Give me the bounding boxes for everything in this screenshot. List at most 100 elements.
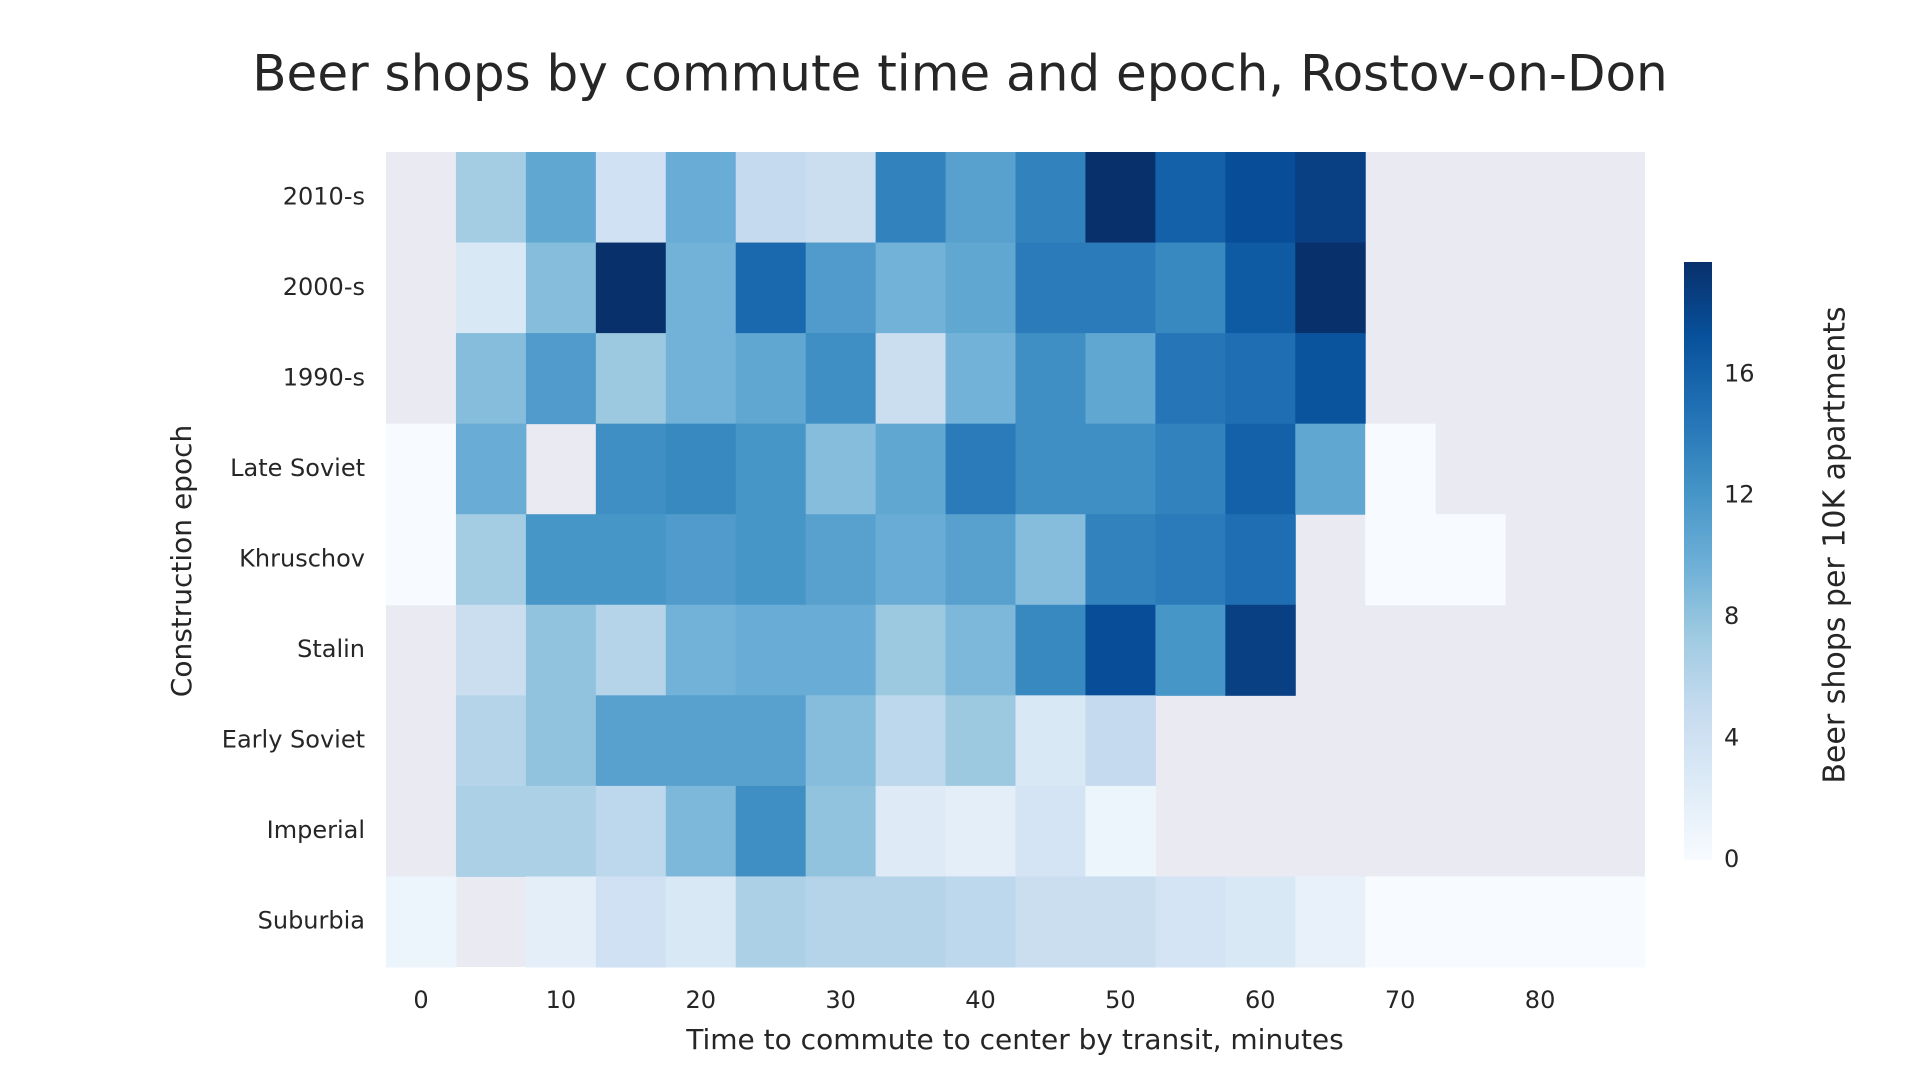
heatmap-cell	[1225, 242, 1296, 334]
heatmap-cell	[1365, 423, 1436, 515]
x-tick-label: 70	[1385, 986, 1416, 1014]
x-tick-label: 0	[413, 986, 428, 1014]
heatmap-cell	[595, 242, 667, 334]
heatmap-cell	[665, 695, 737, 787]
heatmap-cell	[735, 423, 807, 515]
heatmap-cell	[875, 695, 947, 787]
heatmap-cell	[805, 785, 877, 877]
heatmap-cell	[1015, 876, 1086, 968]
heatmap-cell	[1085, 152, 1156, 244]
colorbar-label: Beer shops per 10K apartments	[1818, 306, 1853, 783]
heatmap-cell	[1085, 785, 1156, 877]
heatmap-cell	[455, 152, 527, 244]
heatmap-cell	[386, 514, 457, 606]
heatmap-cell	[455, 785, 527, 877]
y-tick-label: 1990-s	[283, 363, 365, 391]
heatmap-cell	[665, 333, 737, 425]
heatmap-cell	[1225, 604, 1296, 696]
heatmap-cell	[665, 876, 737, 968]
heatmap-cell	[945, 152, 1016, 244]
heatmap-cell	[1365, 876, 1436, 968]
heatmap-cell	[1225, 333, 1296, 425]
heatmap-cell	[945, 876, 1016, 968]
heatmap-cell	[1085, 876, 1156, 968]
heatmap-cell	[455, 514, 527, 606]
heatmap-cell	[1295, 152, 1366, 244]
heatmap-cell	[1295, 876, 1366, 968]
x-tick-label: 40	[965, 986, 996, 1014]
x-axis-label: Time to commute to center by transit, mi…	[685, 1023, 1343, 1056]
x-tick-label: 30	[825, 986, 856, 1014]
heatmap-cell	[1085, 423, 1156, 515]
heatmap-cell	[595, 604, 667, 696]
heatmap-cell	[805, 514, 877, 606]
heatmap-cell	[735, 333, 807, 425]
heatmap-cell	[1085, 333, 1156, 425]
heatmap-cell	[805, 876, 877, 968]
heatmap-cell	[1155, 242, 1226, 334]
heatmap-cell	[945, 242, 1016, 334]
colorbar	[1684, 262, 1712, 860]
heatmap-cell	[525, 604, 597, 696]
y-tick-label: Stalin	[297, 635, 365, 663]
heatmap-cell	[595, 785, 667, 877]
heatmap-cell	[1155, 514, 1226, 606]
x-tick-label: 50	[1105, 986, 1136, 1014]
x-tick-label: 10	[546, 986, 577, 1014]
heatmap-cell	[735, 514, 807, 606]
heatmap-cell	[1225, 152, 1296, 244]
y-tick-label: Suburbia	[258, 907, 365, 935]
heatmap-cell	[1015, 695, 1086, 787]
heatmap-cell	[735, 876, 807, 968]
heatmap-cell	[595, 333, 667, 425]
heatmap-cell	[525, 785, 597, 877]
heatmap-cell	[1155, 152, 1226, 244]
y-tick-label: Imperial	[267, 816, 365, 844]
heatmap-cell	[1225, 514, 1296, 606]
heatmap-cell	[665, 785, 737, 877]
heatmap-cell	[735, 604, 807, 696]
heatmap-cell	[665, 242, 737, 334]
heatmap-cell	[525, 333, 597, 425]
heatmap-cell	[525, 695, 597, 787]
heatmap-cell	[1225, 423, 1296, 515]
heatmap-cell	[665, 423, 737, 515]
heatmap-cell	[805, 604, 877, 696]
heatmap-cell	[945, 695, 1016, 787]
heatmap-cell	[1085, 695, 1156, 787]
x-tick-label: 80	[1525, 986, 1556, 1014]
heatmap-cell	[455, 604, 527, 696]
heatmap-cell	[525, 876, 597, 968]
y-tick-label: Early Soviet	[222, 726, 365, 754]
heatmap-cell	[945, 604, 1016, 696]
heatmap-cell	[1015, 423, 1086, 515]
heatmap-cell	[1015, 604, 1086, 696]
heatmap-cell	[805, 333, 877, 425]
heatmap-cell	[595, 514, 667, 606]
heatmap-cell	[595, 695, 667, 787]
colorbar-tick-label: 12	[1724, 481, 1755, 509]
y-tick-label: Khruschov	[239, 545, 365, 573]
heatmap-cell	[1155, 876, 1226, 968]
chart-title: Beer shops by commute time and epoch, Ro…	[252, 45, 1667, 103]
heatmap-cell	[805, 423, 877, 515]
heatmap-cell	[735, 695, 807, 787]
heatmap-cell	[875, 604, 947, 696]
heatmap-cell	[1365, 514, 1436, 606]
heatmap-cell	[805, 152, 877, 244]
heatmap-cell	[1435, 514, 1506, 606]
heatmap-cell	[875, 152, 947, 244]
y-tick-label: 2000-s	[283, 273, 365, 301]
heatmap-cell	[455, 333, 527, 425]
heatmap-cell	[386, 876, 457, 968]
heatmap-cell	[1295, 423, 1366, 515]
heatmap-cell	[1575, 876, 1646, 968]
heatmap-cell	[1155, 604, 1226, 696]
heatmap-cell	[805, 242, 877, 334]
heatmap-cell	[1015, 514, 1086, 606]
heatmap-cell	[1015, 785, 1086, 877]
y-tick-label: Late Soviet	[230, 454, 365, 482]
heatmap-cell	[455, 695, 527, 787]
heatmap-cell	[735, 242, 807, 334]
